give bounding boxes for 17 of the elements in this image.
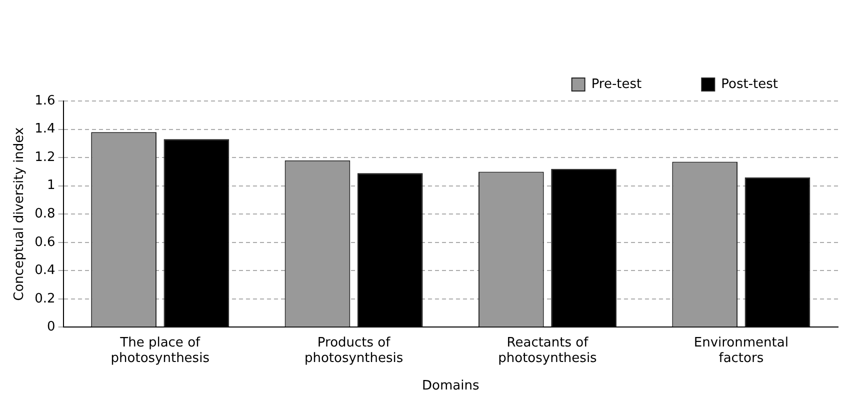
legend-label: Post-test: [721, 76, 778, 92]
legend-label: Pre-test: [591, 76, 642, 92]
y-tick-label: 0.8: [34, 206, 56, 222]
y-axis-title: Conceptual diversity index: [12, 127, 28, 301]
x-tick-label: The place of photosynthesis: [110, 335, 210, 366]
y-tick-label: 0.6: [34, 234, 56, 250]
y-tick-label: 1: [46, 178, 56, 194]
y-tick-label: 1.6: [34, 93, 56, 108]
y-tick-label: 0.4: [34, 263, 56, 278]
x-tick-label: Products of photosynthesis: [304, 335, 404, 366]
y-tick-label: 0.2: [34, 291, 56, 306]
x-axis-title: Domains: [422, 378, 480, 394]
x-tick-label: Reactants of photosynthesis: [498, 335, 598, 366]
x-tick-label: Environmental factors: [694, 335, 788, 366]
y-tick-label: 1.2: [34, 150, 56, 165]
y-tick-label: 0: [46, 320, 56, 335]
y-tick-label: 1.4: [34, 122, 56, 137]
